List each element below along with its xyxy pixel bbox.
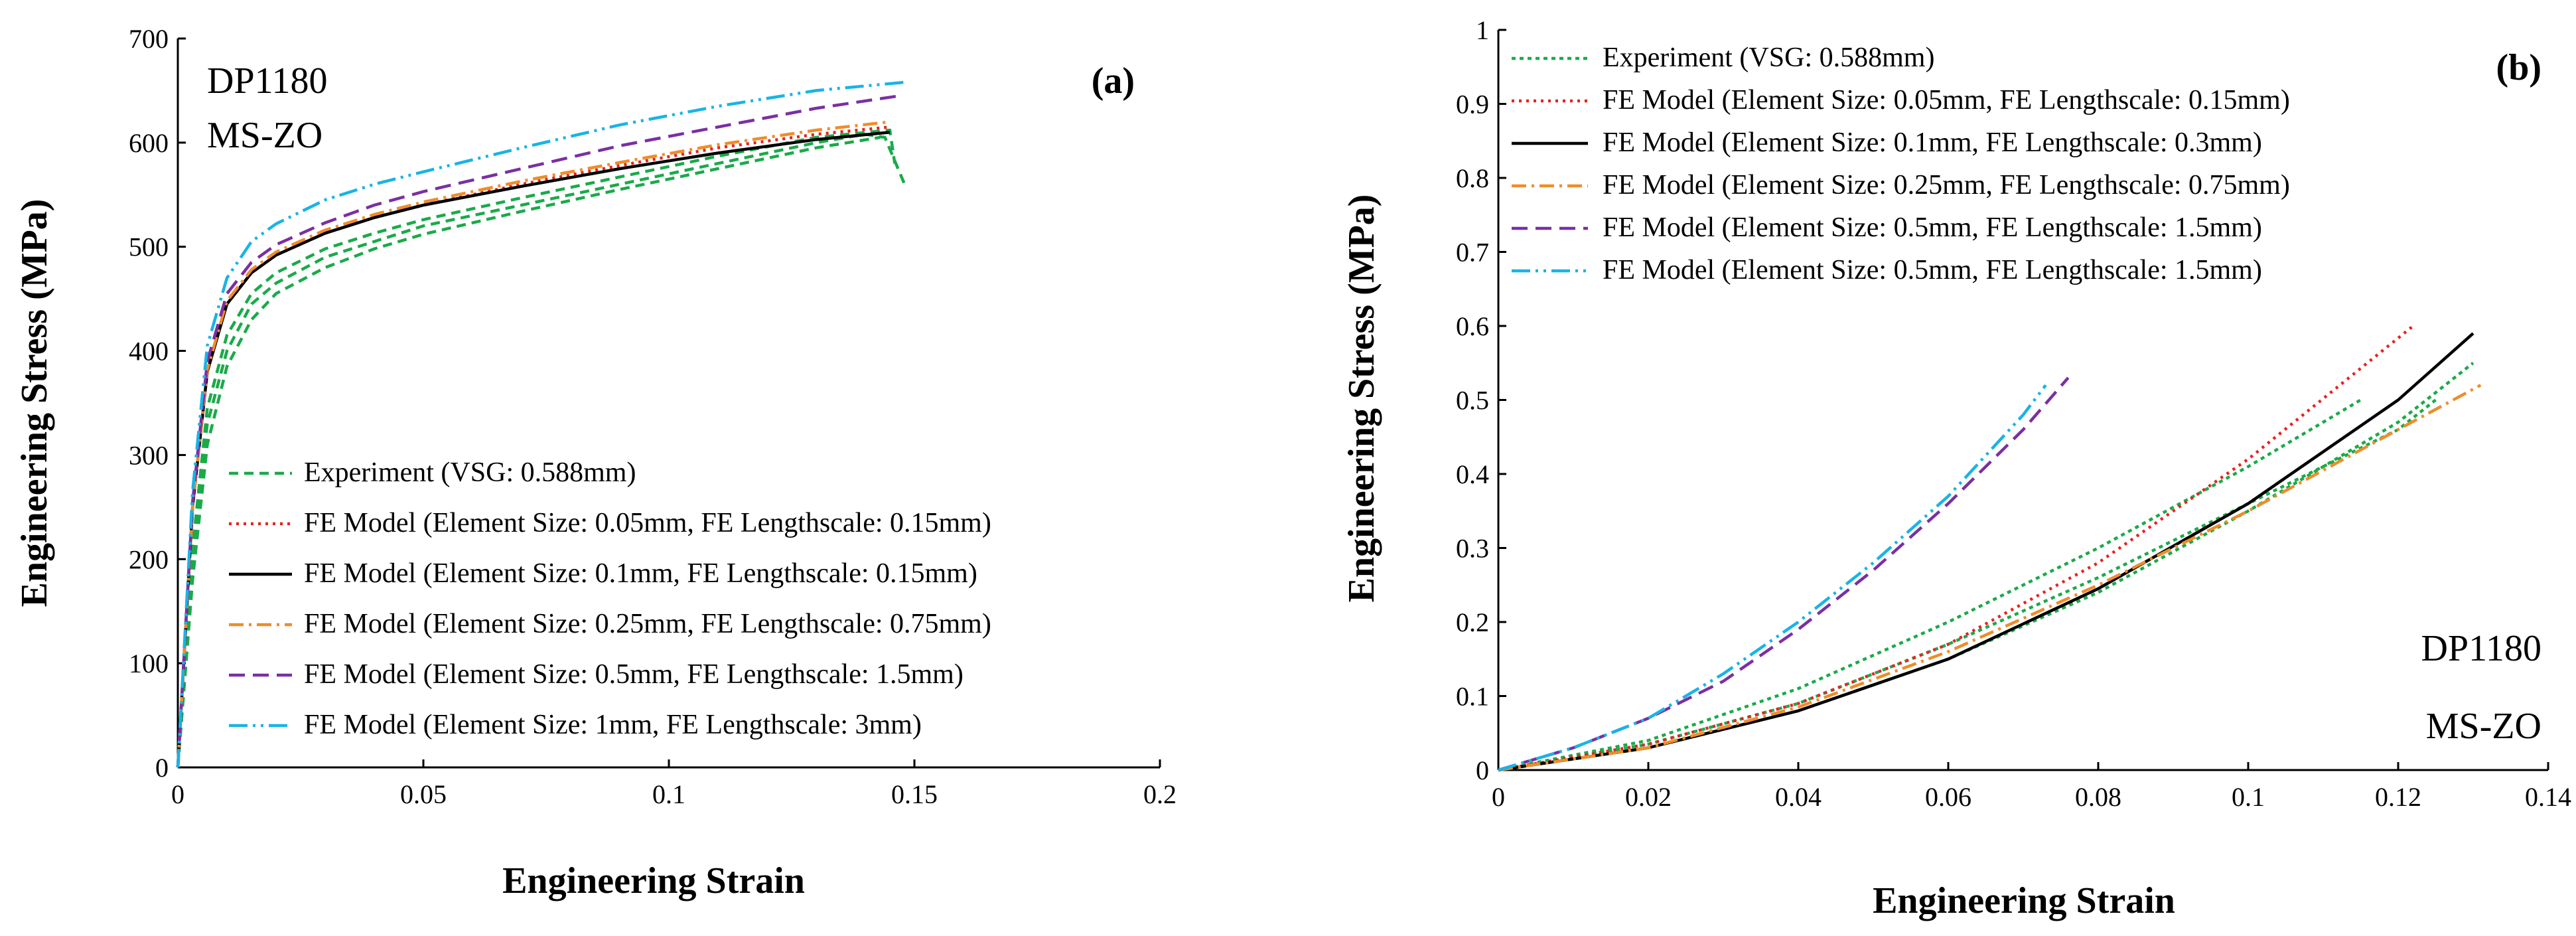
legend-entry: FE Model (Element Size: 0.1mm, FE Length… (1603, 127, 2262, 158)
legend-a: Experiment (VSG: 0.588mm) FE Model (Eleme… (229, 457, 991, 740)
y-tick-label: 0.9 (1456, 90, 1489, 119)
x-tick-label: 0.08 (2075, 782, 2121, 812)
series-line-a-5 (176, 120, 891, 768)
y-tick-label: 0 (1476, 755, 1489, 785)
y-tick-label: 500 (129, 232, 169, 262)
x-tick-label: 0.04 (1775, 782, 1822, 812)
y-tick-label: 0.8 (1456, 163, 1489, 193)
y-tick-label: 400 (129, 337, 169, 366)
legend-entry: Experiment (VSG: 0.588mm) (304, 457, 636, 488)
annotation-b-material: DP1180 (2421, 628, 2541, 669)
annotation-a-method: MS-ZO (207, 115, 322, 156)
y-tick-label: 0.1 (1456, 682, 1489, 712)
series-line-a-4 (176, 130, 891, 768)
x-tick-label: 0.02 (1625, 782, 1672, 812)
x-axis-label-b: Engineering Strain (1873, 880, 2175, 921)
chart-panel-b: 0 0.1 0.2 0.3 0.4 0.5 0.6 0.7 0.8 0.9 1 0 0.02 0.04 0.… (1341, 15, 2571, 921)
y-tick-label: 100 (129, 649, 169, 678)
legend-entry: Experiment (VSG: 0.588mm) (1603, 42, 1934, 73)
y-tick-label: 300 (129, 440, 169, 470)
panel-label-b: (b) (2496, 47, 2541, 88)
series-line-a-1 (176, 135, 881, 768)
x-tick-label: 0 (171, 779, 184, 809)
legend-entry: FE Model (Element Size: 0.25mm, FE Lengt… (304, 609, 991, 639)
y-tick-label: 0.6 (1456, 311, 1489, 341)
series-line-a-7 (176, 80, 905, 768)
series-line-a-6 (176, 94, 900, 768)
legend-entry: FE Model (Element Size: 0.5mm, FE Length… (1603, 212, 2262, 243)
y-tick-label: 600 (129, 128, 169, 158)
annotation-a-material: DP1180 (207, 60, 328, 102)
series-line-b-5 (1498, 384, 2482, 772)
y-tick-label: 0.3 (1456, 534, 1489, 564)
legend-entry: FE Model (Element Size: 0.05mm, FE Lengt… (1603, 85, 2290, 116)
x-tick-label: 0.2 (1143, 779, 1177, 809)
y-tick-label: 0 (155, 753, 169, 783)
y-tick-label: 0.2 (1456, 607, 1489, 637)
chart-panel-a: 0 100 200 300 400 500 600 700 0 0.05 0.1 0.15 0.2 DP… (14, 24, 1177, 901)
annotation-b-method: MS-ZO (2426, 706, 2541, 747)
x-tick-label: 0.1 (2232, 782, 2265, 812)
series-line-b-4 (1498, 332, 2474, 772)
series-line-b-0 (1498, 398, 2362, 772)
y-tick-label: 0.7 (1456, 238, 1489, 268)
x-tick-label: 0 (1492, 782, 1505, 812)
x-tick-label: 0.14 (2525, 782, 2571, 812)
y-tick-label: 200 (129, 544, 169, 574)
series-line-b-3 (1498, 325, 2415, 772)
x-axis-label-a: Engineering Strain (502, 860, 805, 901)
x-tick-label: 0.06 (1925, 782, 1971, 812)
legend-entry: FE Model (Element Size: 0.5mm, FE Length… (304, 659, 964, 690)
legend-entry: FE Model (Element Size: 0.1mm, FE Length… (304, 558, 977, 589)
y-axis-label-b: Engineering Stress (MPa) (1341, 195, 1382, 603)
y-tick-label: 0.4 (1456, 459, 1489, 489)
legend-entry: FE Model (Element Size: 0.05mm, FE Lengt… (304, 508, 991, 538)
x-tick-label: 0.1 (652, 779, 685, 809)
y-tick-label: 1 (1476, 15, 1489, 45)
series-line-b-2 (1498, 398, 2437, 772)
legend-entry: FE Model (Element Size: 0.5mm, FE Length… (1603, 255, 2262, 285)
legend-entry: FE Model (Element Size: 1mm, FE Lengthsc… (304, 710, 922, 740)
x-tick-label: 0.12 (2375, 782, 2421, 812)
x-tick-label: 0.05 (400, 779, 447, 809)
panel-label-a: (a) (1092, 60, 1135, 102)
x-tick-label: 0.15 (891, 779, 938, 809)
y-tick-label: 0.5 (1456, 386, 1489, 416)
legend-b: Experiment (VSG: 0.588mm) FE Model (Eleme… (1512, 42, 2290, 285)
series-line-b-1 (1498, 362, 2474, 772)
legend-entry: FE Model (Element Size: 0.25mm, FE Lengt… (1603, 170, 2290, 200)
y-axis-label-a: Engineering Stress (MPa) (14, 199, 55, 607)
series-line-b-7 (1498, 384, 2047, 772)
y-tick-label: 700 (129, 24, 169, 54)
